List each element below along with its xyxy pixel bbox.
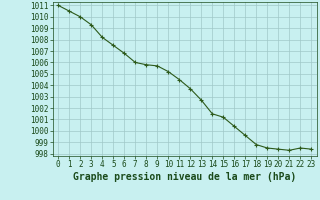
X-axis label: Graphe pression niveau de la mer (hPa): Graphe pression niveau de la mer (hPa) [73,172,296,182]
